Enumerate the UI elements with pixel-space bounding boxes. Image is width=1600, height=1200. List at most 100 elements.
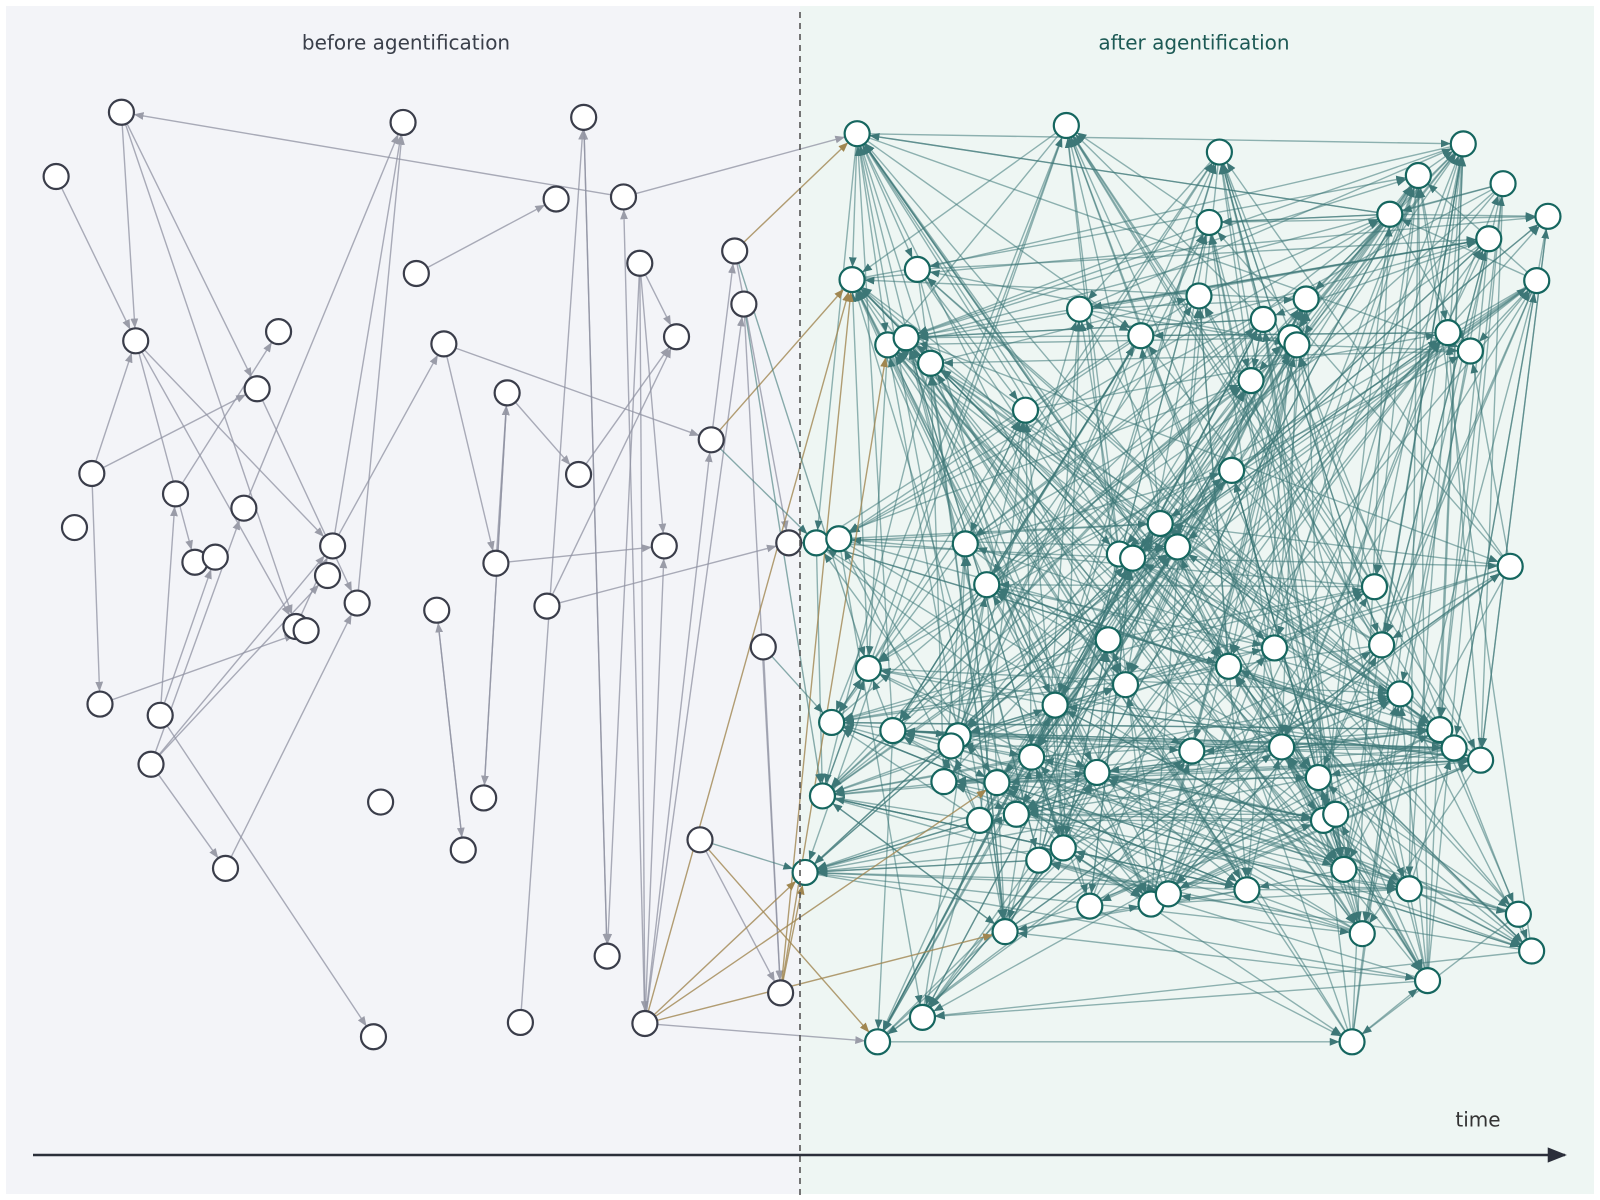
edge bbox=[558, 544, 777, 604]
edge bbox=[159, 584, 320, 756]
edge bbox=[969, 421, 1022, 533]
node bbox=[1268, 733, 1296, 761]
node bbox=[879, 717, 907, 745]
edge bbox=[834, 770, 1085, 796]
edge bbox=[1322, 291, 1533, 767]
node bbox=[1360, 573, 1389, 601]
edge bbox=[817, 779, 1307, 873]
node bbox=[1404, 161, 1432, 190]
edge bbox=[874, 743, 893, 1030]
edge bbox=[1222, 163, 1379, 634]
edge bbox=[956, 748, 1442, 785]
edge bbox=[816, 823, 968, 870]
node bbox=[343, 589, 371, 617]
edge bbox=[1142, 339, 1439, 552]
edge bbox=[1210, 218, 1379, 292]
edge bbox=[848, 146, 858, 268]
node bbox=[609, 183, 638, 211]
edge bbox=[835, 136, 1063, 712]
edge bbox=[880, 668, 1043, 704]
edge bbox=[854, 146, 893, 719]
edge bbox=[857, 290, 1164, 884]
node bbox=[319, 532, 347, 560]
edge bbox=[1223, 163, 1528, 940]
node bbox=[1467, 746, 1495, 774]
edge bbox=[886, 758, 1184, 1034]
edges bbox=[60, 112, 1550, 1046]
edge bbox=[1172, 522, 1498, 566]
edge bbox=[158, 555, 326, 756]
node bbox=[1496, 552, 1524, 580]
node bbox=[1127, 322, 1155, 350]
edge bbox=[181, 341, 273, 484]
edge bbox=[967, 287, 1528, 729]
edge bbox=[1405, 188, 1419, 877]
edge bbox=[1025, 422, 1036, 745]
edge bbox=[1209, 234, 1317, 766]
node bbox=[1338, 1028, 1366, 1056]
edge bbox=[712, 263, 736, 428]
edge bbox=[1187, 287, 1528, 541]
edge bbox=[357, 134, 405, 591]
node bbox=[1449, 130, 1477, 158]
edge bbox=[1181, 558, 1349, 1031]
edge bbox=[1438, 196, 1503, 718]
node bbox=[721, 237, 749, 265]
edge bbox=[1428, 196, 1505, 969]
edge bbox=[166, 725, 368, 1027]
node bbox=[1094, 626, 1122, 654]
edge bbox=[653, 880, 797, 1016]
edge bbox=[1216, 231, 1503, 558]
node bbox=[201, 543, 229, 571]
edge bbox=[814, 146, 857, 531]
edge bbox=[861, 286, 1391, 687]
node bbox=[359, 1023, 388, 1051]
edge bbox=[160, 506, 178, 703]
edge bbox=[1211, 234, 1250, 369]
edge bbox=[230, 613, 353, 858]
edge bbox=[657, 1023, 866, 1044]
edge bbox=[141, 351, 291, 616]
node bbox=[838, 265, 866, 294]
edge bbox=[1225, 161, 1504, 557]
edge bbox=[1044, 727, 1428, 757]
node bbox=[1218, 456, 1246, 485]
node bbox=[1065, 295, 1094, 323]
edge bbox=[936, 373, 1347, 1032]
edge bbox=[826, 548, 1334, 864]
node bbox=[1413, 967, 1442, 995]
edge bbox=[849, 188, 1493, 534]
edge bbox=[863, 143, 1338, 860]
edge bbox=[868, 137, 1459, 348]
edge bbox=[841, 728, 970, 815]
edge bbox=[1402, 212, 1536, 220]
edge bbox=[1211, 234, 1344, 858]
edge bbox=[782, 884, 805, 981]
edge bbox=[1347, 763, 1470, 811]
node bbox=[775, 529, 803, 557]
node bbox=[42, 162, 70, 191]
node bbox=[818, 708, 846, 737]
edge bbox=[1147, 345, 1375, 636]
edge bbox=[1050, 863, 1416, 978]
edge bbox=[1385, 291, 1533, 634]
edge bbox=[1067, 137, 1159, 512]
edge bbox=[1009, 783, 1312, 822]
edge bbox=[1304, 153, 1456, 336]
node bbox=[1456, 337, 1485, 365]
edge bbox=[1221, 163, 1426, 969]
edge bbox=[1384, 250, 1487, 633]
edge bbox=[1477, 196, 1504, 748]
edge bbox=[1171, 187, 1415, 883]
edge bbox=[895, 134, 1059, 336]
edge bbox=[1034, 418, 1169, 540]
node bbox=[1368, 631, 1396, 659]
node bbox=[1434, 319, 1462, 347]
edge bbox=[942, 297, 1188, 361]
node bbox=[146, 701, 174, 729]
edge bbox=[992, 232, 1204, 575]
node bbox=[983, 769, 1011, 797]
edge bbox=[919, 281, 1088, 895]
node bbox=[730, 290, 758, 318]
edge bbox=[1481, 228, 1550, 748]
